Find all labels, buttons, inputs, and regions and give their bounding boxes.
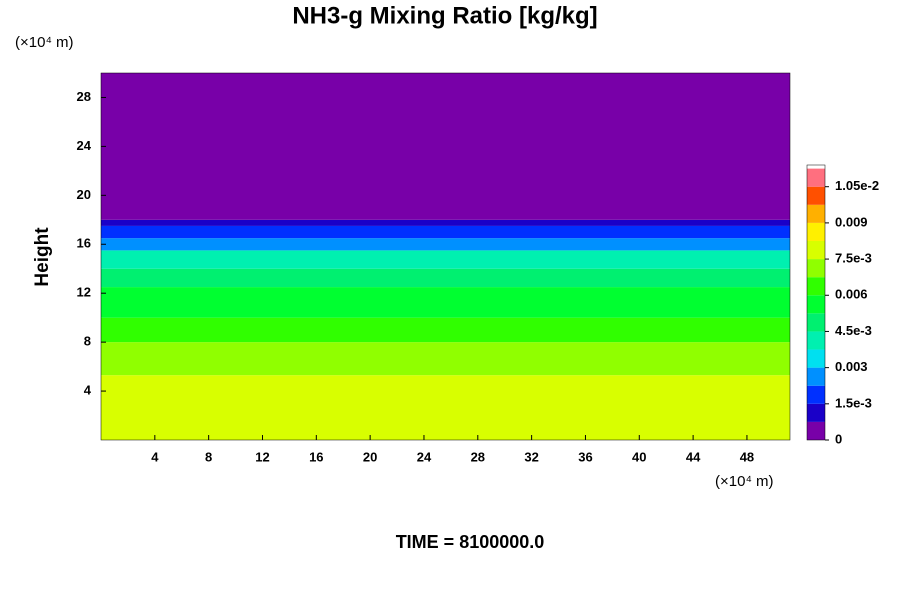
colorbar-band — [807, 367, 825, 386]
x-tick-label: 8 — [205, 449, 212, 464]
x-tick-label: 40 — [632, 449, 646, 464]
x-tick-label: 36 — [578, 449, 592, 464]
colorbar-band — [807, 385, 825, 404]
colorbar-tick-label: 1.05e-2 — [835, 178, 879, 193]
y-tick-label: 8 — [84, 334, 91, 349]
y-tick-label: 20 — [77, 187, 91, 202]
x-tick-label: 4 — [151, 449, 159, 464]
time-label: TIME = 8100000.0 — [396, 532, 545, 552]
x-tick-label: 44 — [686, 449, 701, 464]
colorbar-frame — [806, 164, 826, 441]
x-tick-label: 20 — [363, 449, 377, 464]
colorbar-band — [807, 186, 825, 205]
x-tick-label: 48 — [740, 449, 754, 464]
contour-band — [101, 225, 790, 239]
colorbar-band — [807, 168, 825, 187]
colorbar-band — [807, 349, 825, 368]
colorbar-band — [807, 204, 825, 223]
colorbar-tick-label: 4.5e-3 — [835, 323, 872, 338]
x-tick-label: 12 — [255, 449, 269, 464]
contour-band — [101, 287, 790, 318]
colorbar-band — [807, 421, 825, 440]
contour-band — [101, 238, 790, 251]
colorbar-band — [807, 277, 825, 296]
x-tick-label: 24 — [417, 449, 432, 464]
colorbar-tick-label: 0 — [835, 431, 842, 446]
x-tick-label: 28 — [471, 449, 485, 464]
contour-band — [101, 250, 790, 269]
y-tick-label: 16 — [77, 236, 91, 251]
colorbar-band — [807, 295, 825, 314]
colorbar-band — [807, 403, 825, 422]
y-tick-label: 28 — [77, 89, 91, 104]
x-unit: (×10⁴ m) — [715, 473, 774, 490]
plot-frame — [100, 72, 791, 441]
colorbar-tick-label: 7.5e-3 — [835, 251, 872, 266]
colorbar-tick-label: 1.5e-3 — [835, 395, 872, 410]
contour-band — [101, 342, 790, 376]
y-tick-label: 12 — [77, 285, 91, 300]
colorbar-tick-label: 0.009 — [835, 214, 868, 229]
colorbar-tick-label: 0.003 — [835, 359, 868, 374]
y-tick-label: 4 — [84, 383, 92, 398]
contour-band — [101, 219, 790, 226]
colorbar-band — [807, 259, 825, 278]
y-axis-label: Height — [32, 227, 53, 287]
contour-band — [101, 73, 790, 220]
colorbar-band — [807, 331, 825, 350]
y-unit: (×10⁴ m) — [15, 34, 74, 51]
x-tick-label: 32 — [524, 449, 538, 464]
contour-band — [101, 375, 790, 440]
colorbar-band — [807, 313, 825, 332]
chart-title: NH3-g Mixing Ratio [kg/kg] — [292, 2, 597, 29]
y-tick-label: 24 — [77, 138, 92, 153]
colorbar-tick-label: 0.006 — [835, 287, 868, 302]
contour-band — [101, 317, 790, 343]
contour-band — [101, 268, 790, 288]
colorbar-band — [807, 222, 825, 241]
colorbar-band — [807, 240, 825, 260]
x-tick-label: 16 — [309, 449, 323, 464]
